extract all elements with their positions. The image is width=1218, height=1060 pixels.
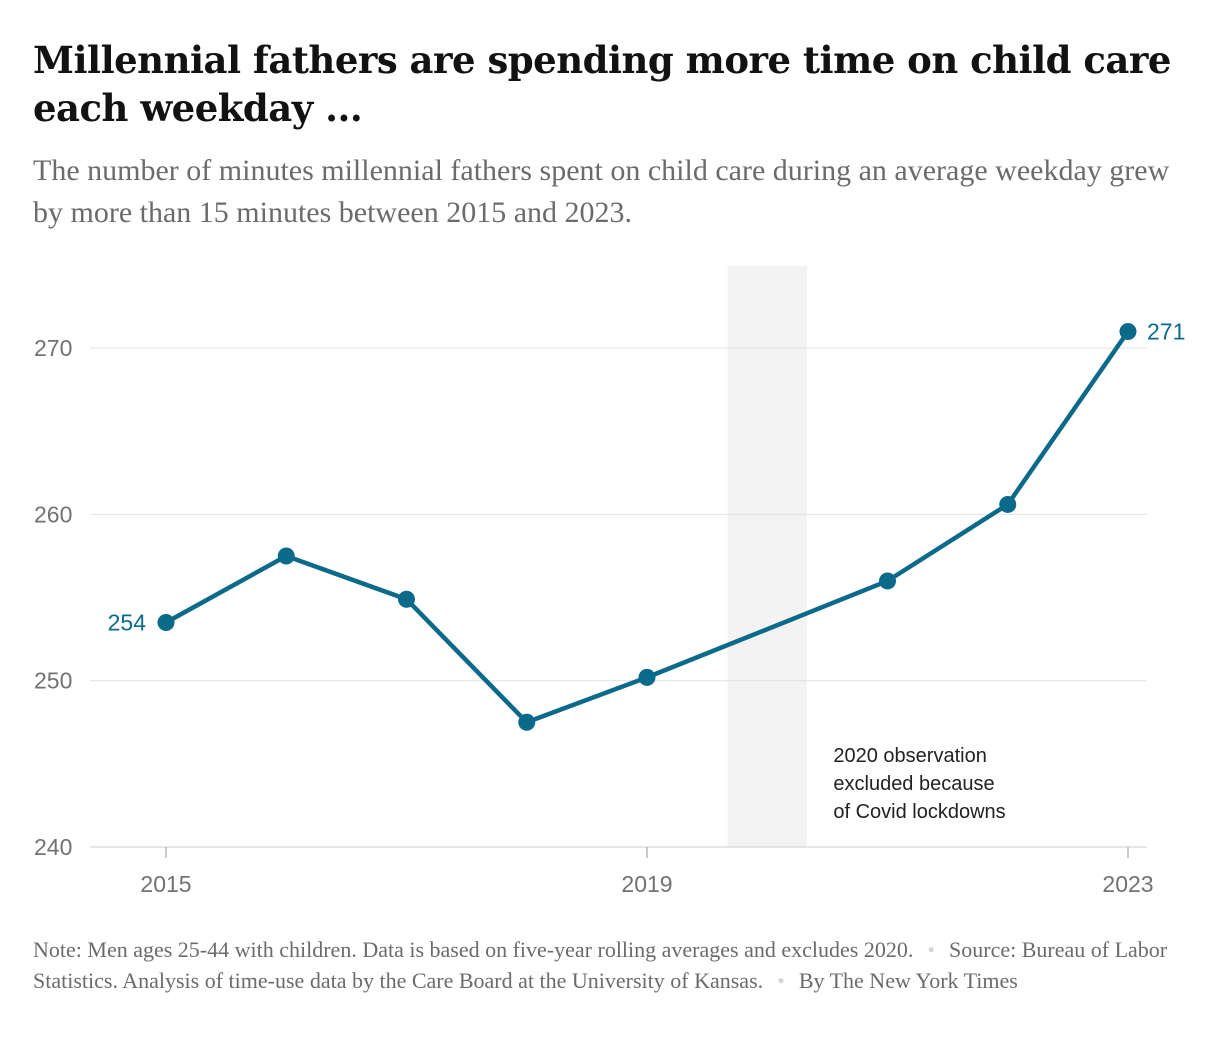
series-line [163, 329, 1131, 725]
y-tick-label: 250 [34, 668, 72, 694]
data-point [638, 668, 656, 686]
annotation-line: excluded because [833, 773, 994, 795]
x-tick-label: 2019 [621, 871, 672, 897]
footer-credit: By The New York Times [798, 968, 1018, 993]
chart-subtitle: The number of minutes millennial fathers… [33, 154, 1170, 229]
data-point [518, 713, 536, 731]
separator-dot: • [777, 968, 785, 993]
line-chart: 240 250 260 270 2015 2019 2023 254 271 2020 obser… [34, 266, 1185, 897]
data-point [879, 572, 896, 590]
data-label: 254 [108, 610, 147, 636]
data-point [398, 590, 415, 608]
data-point [999, 495, 1017, 513]
data-point [1119, 323, 1137, 341]
chart-footer: Note: Men ages 25-44 with children. Data… [33, 934, 1183, 996]
chart-title: Millennial fathers are spending more tim… [33, 38, 1171, 130]
footer-note: Note: Men ages 25-44 with children. Data… [33, 937, 914, 962]
data-label: 271 [1147, 319, 1185, 345]
annotation-line: 2020 observation [833, 745, 986, 767]
data-point [157, 614, 175, 632]
y-tick-label: 240 [34, 834, 72, 860]
excluded-region-shade [727, 266, 807, 847]
y-tick-label: 270 [34, 335, 72, 361]
x-tick-label: 2015 [140, 871, 191, 897]
x-tick-label: 2023 [1102, 871, 1153, 897]
footer-source: Source: Bureau of Labor Statistics. Anal… [33, 937, 1168, 993]
annotation-line: of Covid lockdowns [833, 801, 1005, 823]
data-point [277, 547, 295, 565]
separator-dot: • [927, 937, 936, 962]
y-tick-label: 260 [34, 501, 72, 527]
